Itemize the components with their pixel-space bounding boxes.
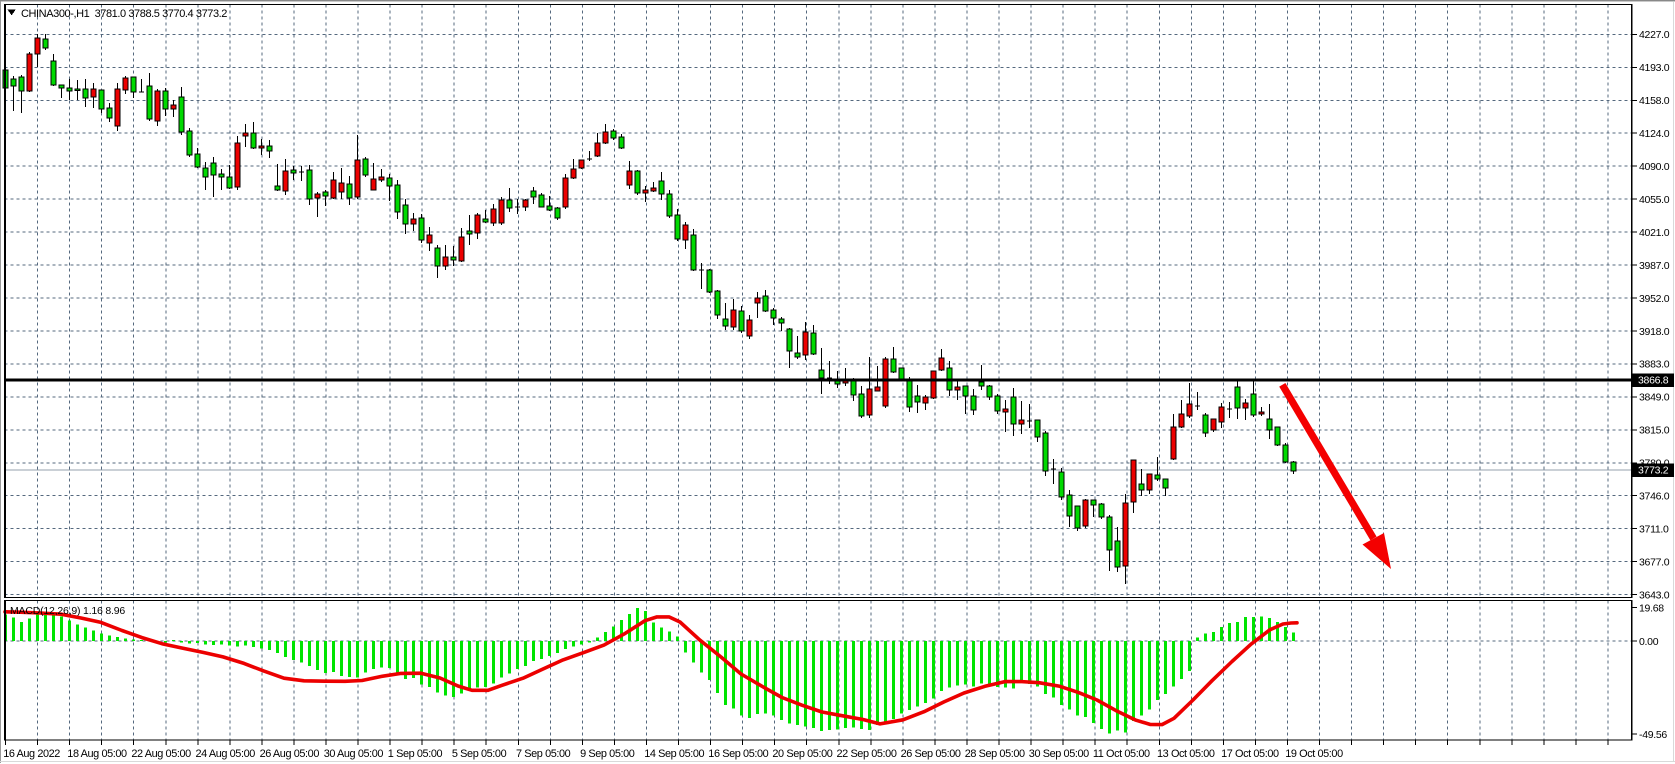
svg-text:14 Sep 05:00: 14 Sep 05:00 [644,748,704,760]
svg-text:4021.0: 4021.0 [1639,227,1670,239]
svg-text:3987.0: 3987.0 [1639,260,1670,272]
svg-text:18 Aug 05:00: 18 Aug 05:00 [67,748,127,760]
svg-text:19 Oct 05:00: 19 Oct 05:00 [1285,748,1343,760]
svg-text:3677.0: 3677.0 [1639,556,1670,568]
svg-text:CHINA300-,H1 3781.0 3788.5 37: CHINA300-,H1 3781.0 3788.5 3770.4 3773.2 [21,8,227,20]
svg-text:22 Aug 05:00: 22 Aug 05:00 [131,748,191,760]
svg-text:3866.8: 3866.8 [1638,375,1669,387]
svg-text:-49.56: -49.56 [1639,729,1667,741]
svg-text:28 Sep 05:00: 28 Sep 05:00 [965,748,1025,760]
svg-text:7 Sep 05:00: 7 Sep 05:00 [516,748,571,760]
svg-text:19.68: 19.68 [1639,602,1664,614]
svg-text:3643.0: 3643.0 [1639,589,1670,601]
svg-text:9 Sep 05:00: 9 Sep 05:00 [580,748,635,760]
svg-text:16 Sep 05:00: 16 Sep 05:00 [708,748,768,760]
svg-text:4090.0: 4090.0 [1639,161,1670,173]
svg-text:4158.0: 4158.0 [1639,95,1670,107]
svg-text:26 Sep 05:00: 26 Sep 05:00 [901,748,961,760]
svg-text:3711.0: 3711.0 [1639,524,1669,536]
svg-text:1 Sep 05:00: 1 Sep 05:00 [388,748,443,760]
svg-text:17 Oct 05:00: 17 Oct 05:00 [1221,748,1279,760]
svg-text:4227.0: 4227.0 [1639,29,1670,41]
svg-text:30 Sep 05:00: 30 Sep 05:00 [1029,748,1089,760]
svg-text:5 Sep 05:00: 5 Sep 05:00 [452,748,507,760]
svg-text:3918.0: 3918.0 [1639,326,1670,338]
svg-text:20 Sep 05:00: 20 Sep 05:00 [772,748,832,760]
svg-text:4055.0: 4055.0 [1639,194,1670,206]
svg-text:MACD(12,26,9) 1.16 8.96: MACD(12,26,9) 1.16 8.96 [10,605,125,617]
svg-text:4193.0: 4193.0 [1639,62,1670,74]
svg-text:26 Aug 05:00: 26 Aug 05:00 [260,748,320,760]
svg-text:3952.0: 3952.0 [1639,293,1670,305]
svg-text:3883.0: 3883.0 [1639,359,1670,371]
svg-text:13 Oct 05:00: 13 Oct 05:00 [1157,748,1215,760]
svg-text:3746.0: 3746.0 [1639,491,1670,503]
svg-text:3815.0: 3815.0 [1639,425,1670,437]
svg-text:22 Sep 05:00: 22 Sep 05:00 [837,748,897,760]
svg-text:16 Aug 2022: 16 Aug 2022 [3,748,60,760]
svg-text:11 Oct 05:00: 11 Oct 05:00 [1093,748,1150,760]
svg-text:0.00: 0.00 [1639,636,1659,648]
svg-text:4124.0: 4124.0 [1639,128,1670,140]
svg-text:3849.0: 3849.0 [1639,392,1670,404]
svg-text:3773.2: 3773.2 [1638,465,1669,477]
svg-text:24 Aug 05:00: 24 Aug 05:00 [196,748,256,760]
svg-text:30 Aug 05:00: 30 Aug 05:00 [324,748,384,760]
